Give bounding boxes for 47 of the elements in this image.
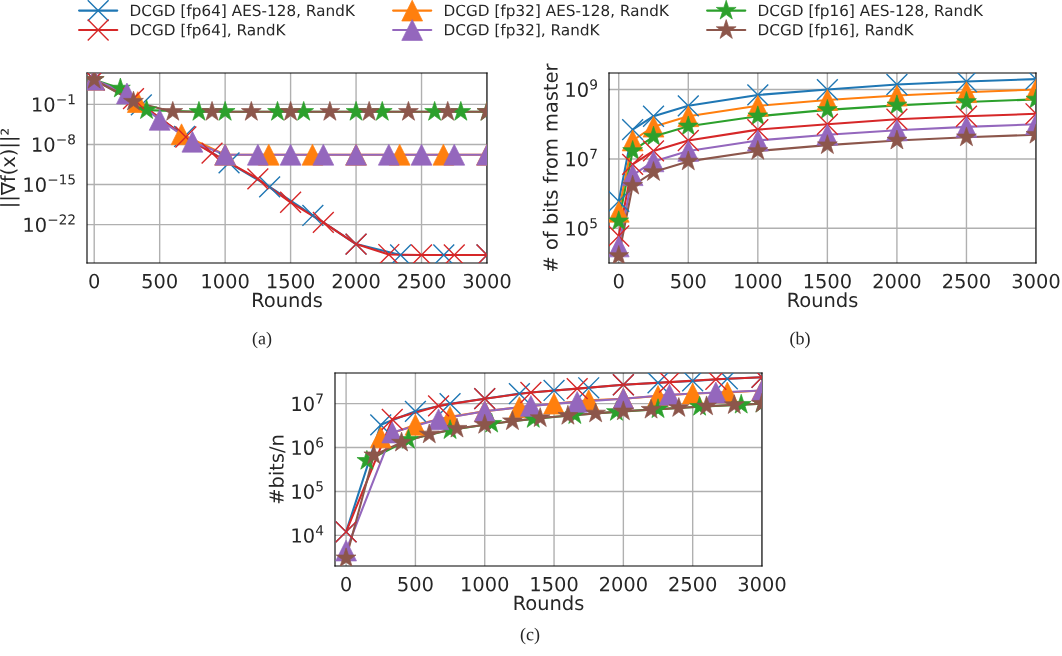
x-tick-label: 1000 xyxy=(202,273,249,289)
x-tick-label: 1500 xyxy=(804,273,851,289)
y-axis-title: ||∇f(x)||² xyxy=(0,128,20,206)
legend-label: DCGD [fp32] AES-128, RandK xyxy=(445,4,670,20)
x-tick-label: 2500 xyxy=(943,273,990,289)
y-tick-label: 10$^{7}$ xyxy=(566,148,597,167)
x-tick-label: 2000 xyxy=(873,273,921,289)
y-tick-label: 10$^{−8}$ xyxy=(33,134,75,152)
text: (c) xyxy=(520,627,540,645)
y-tick-label: 10$^{9}$ xyxy=(566,79,597,98)
legend-label: DCGD [fp16] AES-128, RandK xyxy=(759,4,984,20)
x-tick-label: 0 xyxy=(613,273,624,289)
legend-label: DCGD [fp16], RandK xyxy=(759,23,914,39)
x-tick-label: 3000 xyxy=(1012,273,1060,289)
x-tick-label: 500 xyxy=(142,273,177,289)
y-tick-label: 10$^{7}$ xyxy=(292,393,323,412)
legend-label: DCGD [fp64], RandK xyxy=(130,23,286,39)
y-tick-label: 10$^{4}$ xyxy=(292,525,324,543)
x-tick-label: 1500 xyxy=(267,273,315,289)
text: (b) xyxy=(790,331,810,349)
y-tick-label: 10$^{5}$ xyxy=(566,218,597,236)
y-axis-title: # of bits from master xyxy=(542,63,558,272)
x-tick-label: 1000 xyxy=(735,273,782,289)
x-tick-label: 3000 xyxy=(463,273,511,289)
x-tick-label: 2500 xyxy=(398,273,445,289)
x-tick-label: 1500 xyxy=(531,576,578,592)
x-tick-label: 500 xyxy=(398,576,433,592)
x-tick-label: 500 xyxy=(671,273,706,289)
x-tick-label: 2000 xyxy=(600,576,647,592)
x-tick-label: 1000 xyxy=(462,576,509,592)
x-tick-label: 2500 xyxy=(669,576,717,592)
x-tick-label: 3000 xyxy=(738,576,786,592)
legend-label: DCGD [fp32], RandK xyxy=(445,23,600,39)
y-tick-label: 10$^{5}$ xyxy=(292,481,323,499)
y-tick-label: 10$^{−15}$ xyxy=(24,174,75,193)
x-axis-title: Rounds xyxy=(253,292,322,308)
x-tick-label: 0 xyxy=(341,576,351,592)
y-axis-title: #bits/n xyxy=(268,435,286,504)
y-tick-label: 10$^{6}$ xyxy=(292,437,324,456)
x-axis-title: Rounds xyxy=(514,595,584,611)
text: (a) xyxy=(252,331,272,349)
x-tick-label: 0 xyxy=(89,273,100,289)
x-tick-label: 2000 xyxy=(332,273,380,289)
y-tick-label: 10$^{−22}$ xyxy=(24,214,75,233)
x-axis-title: Rounds xyxy=(788,292,858,308)
legend-label: DCGD [fp64] AES-128, RandK xyxy=(130,4,356,20)
y-tick-label: 10$^{−1}$ xyxy=(33,94,75,112)
